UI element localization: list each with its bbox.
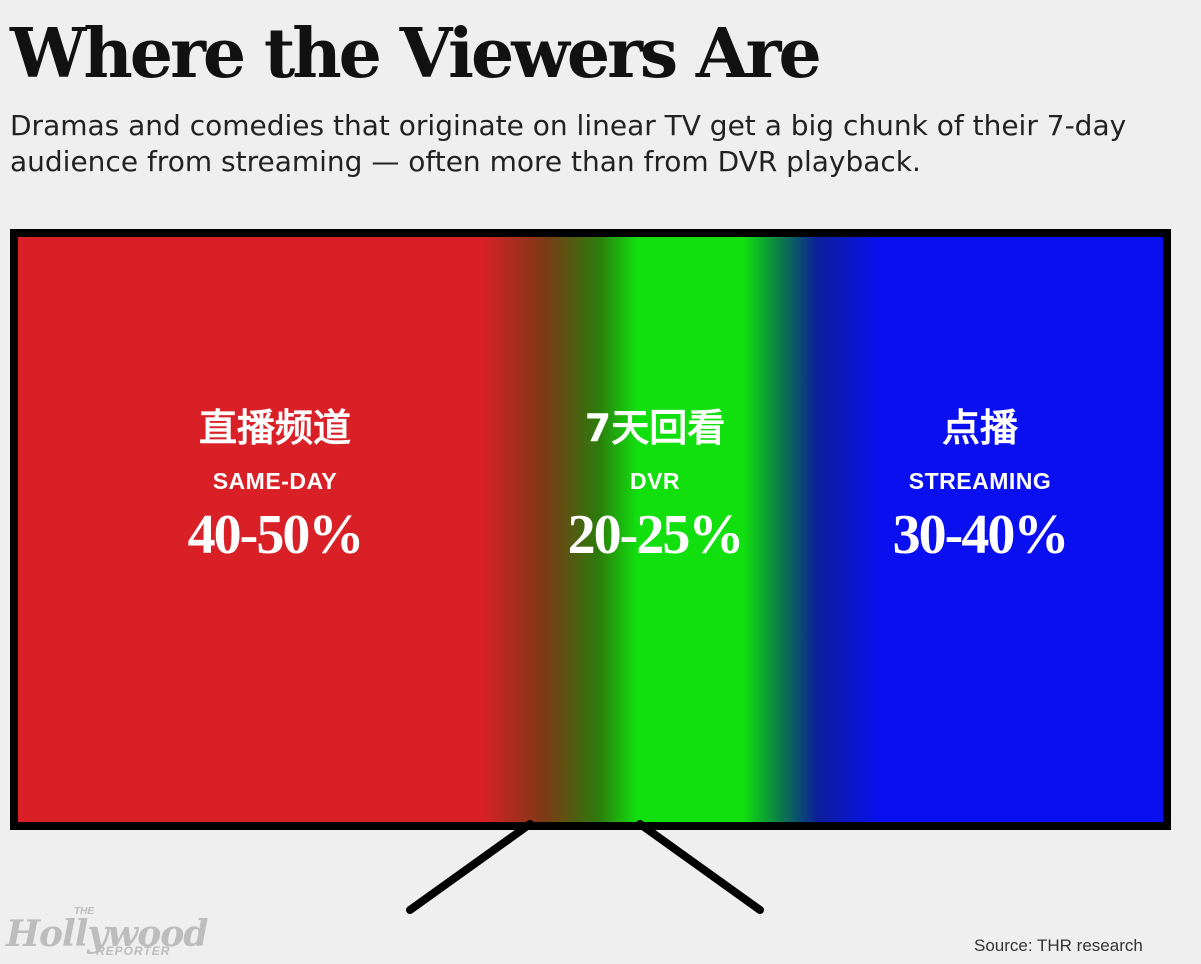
segment-same-day: [18, 237, 598, 822]
label-group-same-day: 直播频道 SAME-DAY 40-50%: [115, 405, 435, 567]
hollywood-reporter-logo: Hollywood: [6, 913, 208, 955]
label-value-dvr: 20-25%: [567, 504, 745, 566]
segment-dvr: [598, 237, 818, 822]
tv-screen: 直播频道 SAME-DAY 40-50% 7天回看 DVR 20-25% 点播 …: [18, 237, 1163, 822]
label-cn-dvr: 7天回看: [584, 406, 726, 450]
label-value-streaming: 30-40%: [892, 504, 1070, 566]
segment-streaming: [818, 237, 1163, 822]
logo-the-text: THE: [74, 906, 94, 917]
tv-frame: 直播频道 SAME-DAY 40-50% 7天回看 DVR 20-25% 点播 …: [10, 229, 1171, 830]
label-category-streaming: STREAMING: [908, 468, 1052, 494]
label-group-dvr: 7天回看 DVR 20-25%: [495, 405, 815, 567]
tv-stand-right-leg: [636, 820, 764, 914]
source-note: Source: THR research: [974, 936, 1143, 955]
tv-stand: [406, 820, 764, 914]
label-category-same-day: SAME-DAY: [212, 468, 338, 494]
label-cn-same-day: 直播频道: [198, 406, 351, 450]
tv-stand-left-leg: [406, 820, 534, 914]
page-title: Where the Viewers Are: [10, 14, 822, 94]
logo-reporter-text: REPORTER: [96, 944, 171, 958]
page-subtitle: Dramas and comedies that originate on li…: [10, 109, 1127, 178]
label-cn-streaming: 点播: [941, 406, 1018, 450]
label-group-streaming: 点播 STREAMING 30-40%: [820, 405, 1140, 567]
label-category-dvr: DVR: [629, 468, 681, 494]
label-value-same-day: 40-50%: [187, 504, 365, 566]
